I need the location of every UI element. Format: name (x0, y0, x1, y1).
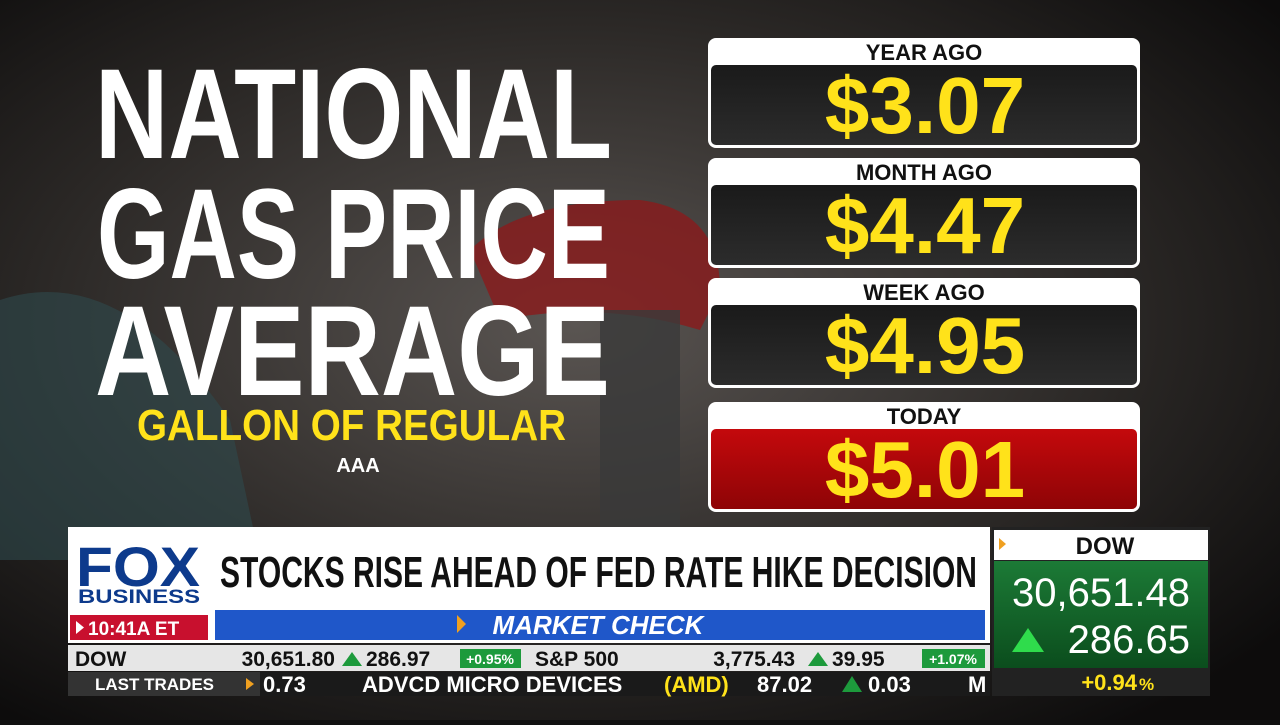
panel-body (711, 429, 1137, 509)
side-pct: +0.94 (1081, 670, 1137, 695)
quote-price: 30,651.80 (242, 648, 335, 671)
crawl-item: 0.73 (263, 672, 306, 697)
panel-price: $3.07 (825, 61, 1025, 150)
pump-hose (600, 310, 680, 530)
panel-body (711, 185, 1137, 265)
panel-price: $4.95 (825, 301, 1025, 390)
panel-price: $4.47 (825, 181, 1025, 270)
up-arrow (808, 652, 828, 666)
quote-name: DOW (75, 648, 127, 671)
side-pct-unit: % (1139, 675, 1154, 694)
quote-pct: +0.95% (466, 651, 514, 667)
logo: FOX (76, 535, 200, 598)
title-line: GAS PRICE (97, 163, 610, 306)
time-bar (70, 615, 208, 640)
crawl-label-bg (68, 672, 260, 696)
headline: STOCKS RISE AHEAD OF FED RATE HIKE DECIS… (220, 548, 977, 597)
title: NATIONAL GAS PRICE AVERAGE (95, 43, 612, 423)
pump-nozzle (470, 200, 720, 330)
panel-label: MONTH AGO (856, 160, 992, 185)
logo-sub: BUSINESS (78, 587, 200, 608)
side-header (994, 530, 1208, 560)
segment: MARKET CHECK (493, 610, 706, 640)
panel-label: WEEK AGO (863, 280, 984, 305)
panel-body (711, 305, 1137, 385)
pump-handle (0, 292, 260, 560)
up-arrow (1012, 628, 1044, 652)
title-line: NATIONAL (95, 43, 612, 186)
panel-label: TODAY (887, 404, 962, 429)
quote-price: 3,775.43 (713, 648, 795, 671)
side-name: DOW (1076, 533, 1135, 560)
pct-box (922, 649, 985, 668)
quote-row (68, 645, 990, 671)
side-change: 286.65 (1068, 618, 1190, 662)
crawl-item: M (968, 672, 986, 697)
price-panels: YEAR AGO$3.07 MONTH AGO$4.47 WEEK AGO$4.95… (708, 38, 1140, 514)
quote-name: S&P 500 (535, 648, 619, 671)
pct-box (460, 649, 521, 668)
panel-body (711, 65, 1137, 145)
segment-arrow (457, 615, 466, 633)
quote-pct: +1.07% (929, 651, 977, 667)
up-arrow (842, 676, 862, 692)
last-trades: LAST TRADES (95, 675, 214, 694)
quote-change: 39.95 (832, 648, 885, 671)
up-arrow (342, 652, 362, 666)
time: 10:41A ET (88, 619, 180, 640)
crawl-item: ADVCD MICRO DEVICES (362, 672, 622, 697)
panel-label: YEAR AGO (866, 40, 983, 65)
crawl-item: 87.02 (757, 672, 812, 697)
subtitle: GALLON OF REGULAR (137, 401, 566, 450)
crawl-arrow (246, 678, 254, 690)
side-arrow (999, 538, 1006, 550)
crawl: 0.73 ADVCD MICRO DEVICES (AMD) 87.02 0.0… (263, 672, 986, 697)
side-price: 30,651.48 (1012, 571, 1190, 615)
panel-price: $5.01 (825, 425, 1025, 514)
crawl-item: 0.03 (868, 672, 911, 697)
quotes: DOW 30,651.80 286.97 +0.95% S&P 500 3,77… (75, 648, 985, 671)
title-line: AVERAGE (95, 280, 610, 423)
crawl-item: (AMD) (664, 672, 729, 697)
source: AAA (336, 455, 379, 477)
segment-bar (215, 610, 985, 640)
quote-change: 286.97 (366, 648, 430, 671)
time-arrow (76, 621, 84, 634)
